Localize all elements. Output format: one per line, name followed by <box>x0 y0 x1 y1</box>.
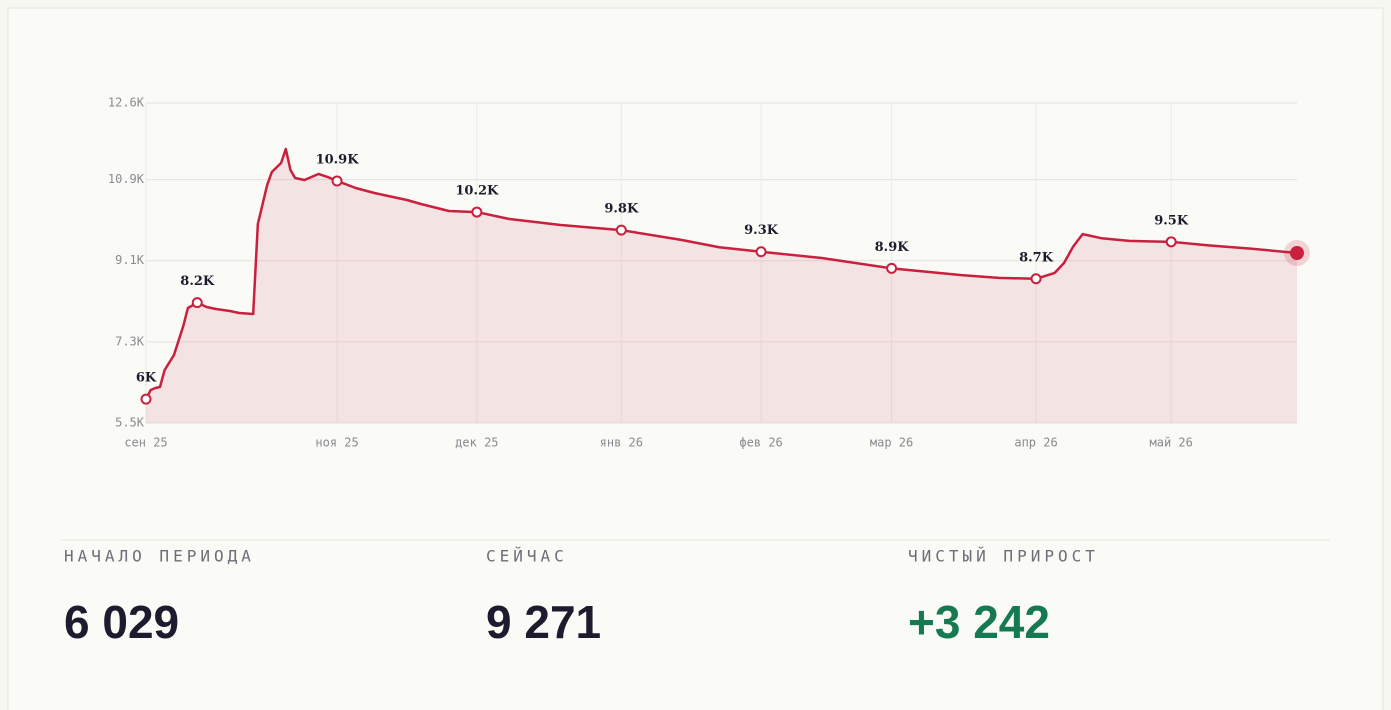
x-tick-label: мар 26 <box>870 436 913 450</box>
x-tick-label: дек 25 <box>455 436 498 450</box>
x-tick-label: ноя 25 <box>315 436 358 450</box>
y-tick-label: 10.9K <box>108 172 145 186</box>
stat-value: +3 242 <box>908 596 1050 648</box>
point-marker <box>140 393 152 405</box>
point-marker <box>1165 236 1177 248</box>
point-marker <box>1030 273 1042 285</box>
last-point <box>1290 246 1304 261</box>
stat-label: СЕЙЧАС <box>486 547 568 566</box>
area-fill <box>146 148 1297 423</box>
data-label: 9.8K <box>604 202 639 217</box>
y-tick-label: 12.6K <box>108 96 145 110</box>
y-tick-label: 9.1K <box>115 253 145 267</box>
y-tick-label: 5.5K <box>115 416 145 430</box>
point-marker <box>471 206 483 218</box>
x-tick-label: янв 26 <box>600 436 643 450</box>
data-label: 6K <box>136 371 157 386</box>
stat-label: ЧИСТЫЙ ПРИРОСТ <box>908 547 1099 566</box>
point-marker <box>886 262 898 274</box>
x-tick-label: фев 26 <box>739 436 782 450</box>
x-tick-label: май 26 <box>1150 436 1193 450</box>
y-tick-label: 7.3K <box>115 334 145 348</box>
data-label: 9.3K <box>744 223 779 238</box>
data-label: 9.5K <box>1154 213 1189 228</box>
line <box>144 147 1298 400</box>
data-label: 8.2K <box>180 274 215 289</box>
point-marker <box>615 224 627 236</box>
card <box>7 7 1384 710</box>
data-label: 8.9K <box>875 240 910 255</box>
data-label: 10.9K <box>316 152 360 167</box>
x-tick-label: апр 26 <box>1014 436 1057 450</box>
stat-value: 9 271 <box>486 596 601 648</box>
stat-label: НАЧАЛО ПЕРИОДА <box>64 547 255 566</box>
point-marker <box>331 175 343 187</box>
data-label: 8.7K <box>1019 250 1054 265</box>
point-marker <box>755 246 767 258</box>
stat-value: 6 029 <box>64 596 179 648</box>
x-tick-label: сен 25 <box>124 436 167 450</box>
point-marker <box>191 297 203 309</box>
data-label: 10.2K <box>455 184 499 199</box>
